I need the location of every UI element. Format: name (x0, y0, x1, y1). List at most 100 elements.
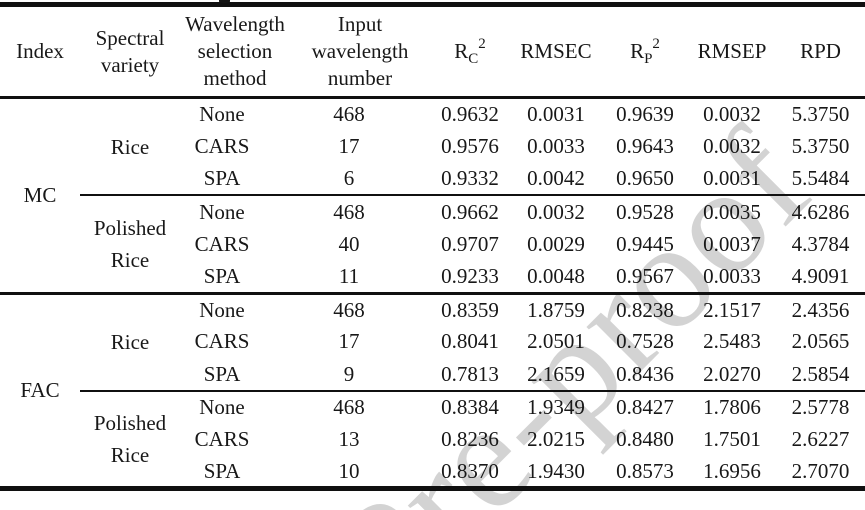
cell-input-number: 468 (333, 297, 365, 322)
cell-rmsec: 2.0501 (527, 329, 585, 354)
cell-rp2: 0.8427 (616, 395, 674, 420)
cell-rmsec: 2.1659 (510, 358, 602, 392)
header-index: Index (0, 4, 80, 99)
cell-method: CARS (194, 427, 250, 452)
cell-rpd: 4.9091 (776, 260, 865, 295)
variety-cell-fac-rice: Rice (80, 293, 180, 392)
cell-rmsec: 0.0031 (527, 102, 585, 127)
cell-input-number: 9 (290, 358, 430, 392)
cell-rpd: 2.5778 (791, 395, 850, 420)
cell-method: SPA (203, 458, 241, 483)
table-row: SPA 9 0.7813 2.1659 0.8436 2.0270 2.5854 (0, 358, 865, 392)
table-row: SPA 10 0.8370 1.9430 0.8573 1.6956 2.707… (0, 456, 865, 489)
cell-rp2: 0.9650 (602, 162, 688, 197)
cell-input-number: 468 (333, 395, 365, 420)
cell-input-number: 468 (333, 199, 365, 224)
cell-rmsec: 0.0048 (510, 260, 602, 295)
cell-rmsec: 1.9349 (527, 395, 585, 420)
cell-input-number: 6 (290, 162, 430, 197)
rc2-superscript: 2 (478, 35, 486, 52)
cell-rc2: 0.8236 (441, 427, 499, 452)
table-row: Polished Rice None 468 0.9662 0.0032 0.9… (0, 195, 865, 295)
cell-rmsep: 2.5483 (703, 329, 761, 354)
cell-rp2: 0.9567 (602, 260, 688, 295)
table-row: CARS 17 0.8041 2.0501 0.7528 2.5483 2.05… (0, 326, 865, 359)
cell-input-number: 13 (338, 427, 360, 452)
cell-rc2: 0.9632 (441, 102, 499, 127)
cell-rc2: 0.9662 (441, 199, 499, 224)
header-row: Index Spectral variety Wavelength select… (0, 4, 865, 99)
cell-rp2: 0.9639 (616, 102, 674, 127)
cell-input-number: 11 (290, 260, 430, 295)
rc2-subscript: C (468, 50, 479, 67)
header-wavelength-selection-method: Wavelength selection method (180, 4, 290, 99)
rp2-superscript: 2 (652, 35, 660, 52)
cell-input-number: 468 (333, 102, 365, 127)
rp2-base: R (630, 38, 645, 63)
cell-rpd: 2.4356 (791, 297, 850, 322)
table-row: CARS 13 0.8236 2.0215 0.8480 1.7501 2.62… (0, 423, 865, 456)
cell-rc2: 0.8041 (441, 329, 499, 354)
table-row: CARS 40 0.9707 0.0029 0.9445 0.0037 4.37… (0, 228, 865, 261)
cell-rmsep: 1.7501 (703, 427, 761, 452)
cell-rmsec: 1.9430 (527, 458, 585, 483)
cell-method: CARS (194, 133, 250, 158)
cell-rpd: 5.5484 (776, 162, 865, 197)
cell-rmsep: 2.0270 (688, 358, 776, 392)
cell-rp2: 0.7528 (616, 329, 674, 354)
cell-rmsep: 0.0035 (703, 199, 761, 224)
cell-input-number: 17 (338, 133, 360, 158)
results-table: Index Spectral variety Wavelength select… (0, 2, 865, 492)
cell-rmsep: 0.0031 (688, 162, 776, 197)
cell-rc2: 0.9576 (441, 133, 499, 158)
variety-cell-mc-polished-rice: Polished Rice (80, 195, 180, 295)
variety-cell-mc-rice: Rice (80, 97, 180, 197)
cell-rp2: 0.8238 (616, 297, 674, 322)
cell-method: None (199, 297, 245, 322)
cell-rmsep: 2.1517 (703, 297, 761, 322)
cell-rmsep: 1.6956 (703, 458, 761, 483)
cell-rc2: 0.8359 (441, 297, 499, 322)
index-cell-mc: MC (0, 97, 80, 295)
cell-rc2: 0.9707 (441, 231, 499, 256)
cell-rpd: 5.3750 (791, 102, 850, 127)
table-row: MC Rice None 468 0.9632 0.0031 0.9639 0.… (0, 97, 865, 295)
cell-input-number: 17 (338, 329, 360, 354)
cell-rpd: 2.7070 (791, 458, 850, 483)
cell-rc2: 0.7813 (430, 358, 510, 392)
cell-rmsep: 0.0032 (703, 133, 761, 158)
cell-rmsep: 0.0032 (703, 102, 761, 127)
cell-method: CARS (194, 329, 250, 354)
cell-rc2: 0.8370 (441, 458, 499, 483)
header-rpd: RPD (776, 4, 865, 99)
cell-rc2: 0.9332 (430, 162, 510, 197)
cell-rp2: 0.8480 (616, 427, 674, 452)
cell-rpd: 5.3750 (791, 133, 850, 158)
cell-method: None (199, 199, 245, 224)
cell-rmsec: 0.0042 (510, 162, 602, 197)
cell-rmsec: 0.0029 (527, 231, 585, 256)
cell-method: None (199, 395, 245, 420)
cell-rp2: 0.9528 (616, 199, 674, 224)
cell-rpd: 2.5854 (776, 358, 865, 392)
cell-rmsec: 0.0032 (527, 199, 585, 224)
cell-rmsec: 0.0033 (527, 133, 585, 158)
header-rmsep: RMSEP (688, 4, 776, 99)
caption-remnant-mark (219, 0, 230, 3)
table-row: Polished Rice None 468 0.8384 1.9349 0.8… (0, 391, 865, 467)
table-row: SPA 11 0.9233 0.0048 0.9567 0.0033 4.909… (0, 260, 865, 295)
table-row: SPA 6 0.9332 0.0042 0.9650 0.0031 5.5484 (0, 162, 865, 197)
cell-rc2: 0.8384 (441, 395, 499, 420)
rc2-base: R (454, 38, 469, 63)
cell-rpd: 2.0565 (791, 329, 850, 354)
cell-rp2: 0.8436 (602, 358, 688, 392)
cell-rmsep: 0.0033 (688, 260, 776, 295)
cell-rmsep: 0.0037 (703, 231, 761, 256)
cell-rc2: 0.9233 (430, 260, 510, 295)
cell-rpd: 4.6286 (791, 199, 850, 224)
cell-rp2: 0.8573 (616, 458, 674, 483)
variety-cell-fac-polished-rice: Polished Rice (93, 410, 167, 467)
cell-rmsec: 2.0215 (527, 427, 585, 452)
cell-rmsec: 1.8759 (527, 297, 585, 322)
